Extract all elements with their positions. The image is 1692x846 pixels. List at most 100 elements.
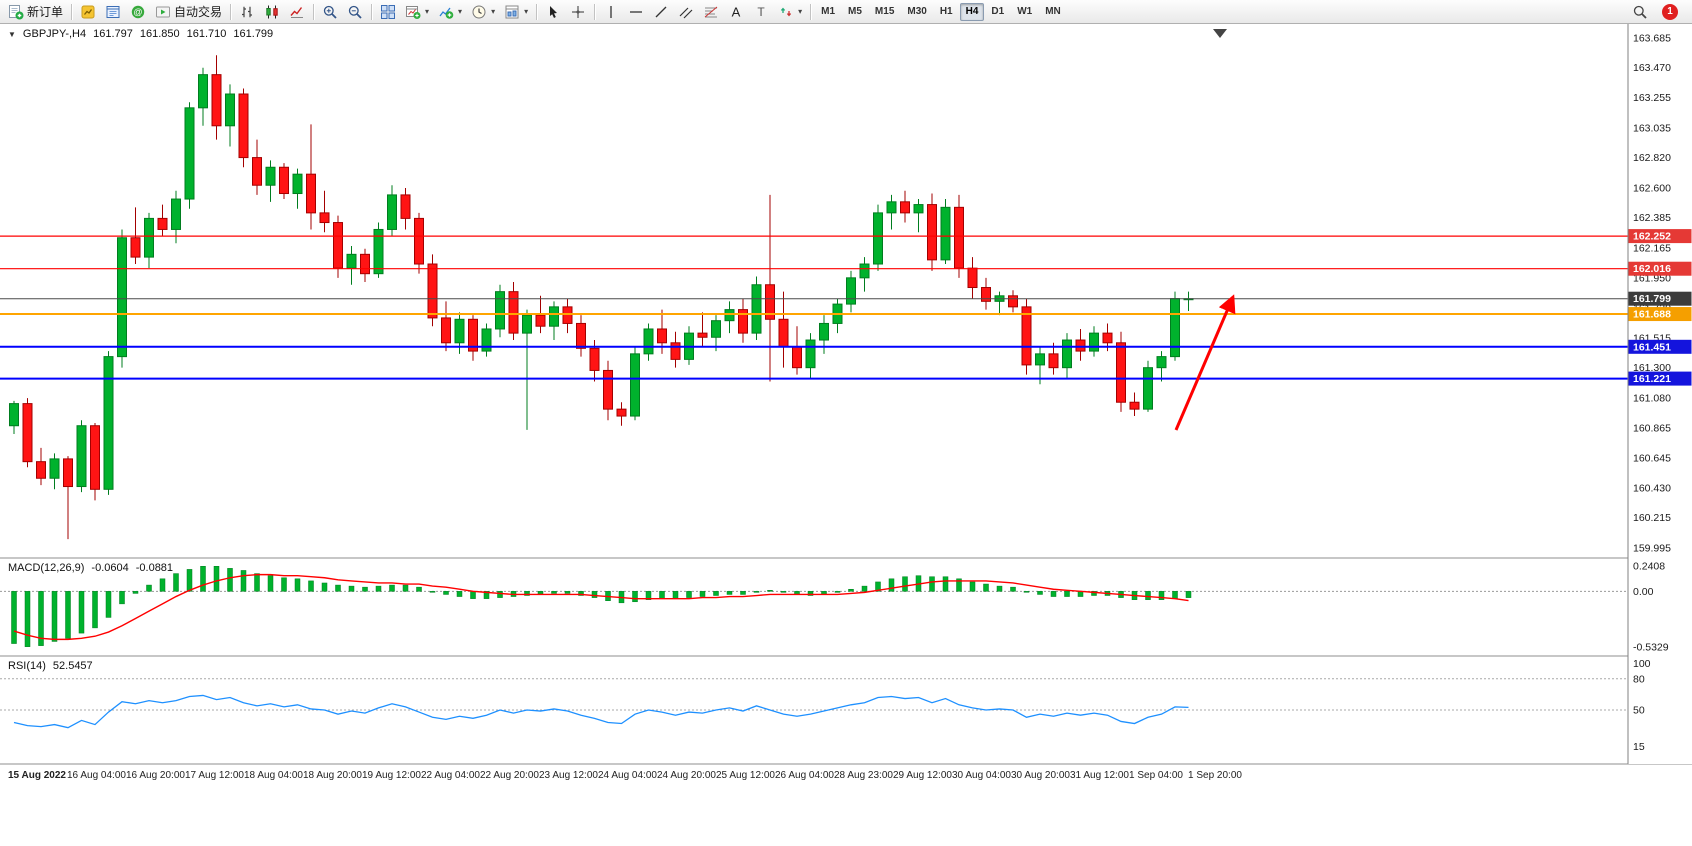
candles-chart-button[interactable] (260, 2, 284, 22)
timeframe-m30-button[interactable]: M30 (907, 6, 927, 17)
timeframe-m5-button[interactable]: M5 (848, 6, 862, 17)
macd-bar (551, 591, 557, 594)
candle-body (859, 263, 870, 279)
arrows-button[interactable]: ▾ (774, 2, 806, 22)
equidistant-channel-button[interactable] (674, 2, 698, 22)
timeframe-mn-button[interactable]: MN (1045, 6, 1061, 17)
macd-bar (578, 591, 584, 596)
data-window-button[interactable] (101, 2, 125, 22)
candle-body (468, 318, 478, 352)
macd-bar (861, 585, 868, 592)
candle-body (1075, 339, 1086, 352)
macd-bar (1158, 591, 1165, 600)
mql5-community-button[interactable]: @ (126, 2, 150, 22)
candle-body (252, 157, 262, 186)
fibonacci-button[interactable] (699, 2, 723, 22)
horizontal-line-button[interactable] (624, 2, 648, 22)
main-toolbar: 新订单 @ 自动交易 ▾ ▾ ▾ ▾ A T ▾ M1 M5 M15 M30 H1 H4 D1 W1 MN 1 (0, 0, 1692, 24)
candle-body (441, 317, 451, 344)
periods-icon (472, 5, 486, 18)
macd-bar (888, 578, 895, 592)
toolbar-separator (71, 3, 73, 20)
dropdown-caret-icon[interactable]: ▾ (491, 6, 496, 16)
timeframe-m15-button[interactable]: M15 (874, 6, 895, 17)
timeframe-d1-button[interactable]: D1 (991, 6, 1005, 17)
macd-bar (11, 591, 17, 644)
new-chart-button[interactable]: ▾ (401, 2, 433, 22)
templates-button[interactable]: ▾ (500, 2, 532, 22)
periods-button[interactable]: ▾ (467, 2, 499, 22)
crosshair-button[interactable] (566, 2, 590, 22)
candle-body (1129, 401, 1140, 410)
autotrading-button[interactable]: 自动交易 (151, 2, 226, 22)
timeframe-w1-button[interactable]: W1 (1017, 6, 1033, 17)
macd-bar (483, 591, 490, 599)
toolbar-separator (313, 3, 315, 20)
timeframe-h4-button[interactable]: H4 (959, 2, 985, 21)
hline-icon (630, 10, 643, 13)
price-tag-label: 161.799 (1633, 293, 1671, 305)
cursor-button[interactable] (541, 2, 565, 22)
candle-body (117, 237, 127, 358)
text-button[interactable]: A (724, 2, 748, 22)
zoom-in-button[interactable] (318, 2, 342, 22)
zoom-out-button[interactable] (343, 2, 367, 22)
candle-body (562, 306, 573, 324)
price-axis-label: 163.035 (1633, 122, 1671, 134)
indicators-button[interactable]: ▾ (434, 2, 466, 22)
text-label-button[interactable]: T (749, 2, 773, 22)
macd-bar (672, 591, 679, 599)
time-axis-label: 16 Aug 04:00 (67, 770, 126, 781)
price-tag (1628, 291, 1692, 306)
vertical-line-button[interactable] (599, 2, 623, 22)
macd-bar (51, 591, 58, 642)
candle-body (238, 93, 249, 159)
candle-body (954, 206, 964, 269)
dropdown-caret-icon[interactable]: ▾ (425, 6, 430, 16)
macd-bar (416, 586, 422, 592)
macd-bar (807, 591, 814, 596)
time-axis-label: 29 Aug 12:00 (893, 770, 952, 781)
macd-bar (281, 577, 287, 592)
chart-shift-marker[interactable] (1213, 29, 1227, 38)
price-axis-label: 159.995 (1633, 543, 1671, 555)
dropdown-caret-icon[interactable]: ▾ (798, 6, 803, 16)
chart-background (0, 24, 1692, 846)
symbol-collapse-icon[interactable]: ▼ (8, 29, 16, 39)
macd-bar (591, 591, 598, 598)
timeframe-m1-button[interactable]: M1 (821, 6, 836, 17)
tile-windows-button[interactable] (376, 2, 400, 22)
candle-body (738, 309, 748, 334)
new-order-icon (9, 4, 24, 19)
dropdown-caret-icon[interactable]: ▾ (458, 6, 463, 16)
new-order-button[interactable]: 新订单 (4, 2, 67, 22)
market-watch-button[interactable] (76, 2, 100, 22)
macd-bar (132, 591, 139, 594)
macd-bar (375, 585, 382, 592)
macd-bar (753, 591, 760, 593)
vline-icon (610, 5, 612, 18)
alerts-badge[interactable]: 1 (1662, 3, 1678, 20)
macd-bar (335, 584, 341, 592)
macd-bar (65, 591, 71, 639)
fibonacci-icon (704, 6, 718, 17)
trend-arrow-annotation[interactable] (1174, 294, 1236, 431)
search-button[interactable] (1628, 2, 1652, 22)
dropdown-caret-icon[interactable]: ▾ (524, 6, 529, 16)
line-chart-button[interactable] (285, 2, 309, 22)
rsi-value: 52.5457 (52, 660, 93, 672)
rsi-indicator-label: RSI(14) 52.5457 (8, 660, 93, 672)
bars-chart-button[interactable] (235, 2, 259, 22)
macd-bar (1010, 586, 1016, 592)
search-icon (1633, 5, 1647, 19)
trendline-button[interactable] (649, 2, 673, 22)
macd-bar (443, 591, 449, 595)
toolbar-group-cursor-tools (541, 2, 590, 22)
timeframe-h1-button[interactable]: H1 (939, 6, 953, 17)
macd-bar (429, 591, 436, 593)
symbol-period-text: GBPJPY-,H4 (22, 28, 87, 40)
macd-bar (645, 591, 652, 600)
label-icon: T (757, 5, 765, 19)
macd-indicator-label: MACD(12,26,9) -0.0604 -0.0881 (8, 562, 173, 574)
